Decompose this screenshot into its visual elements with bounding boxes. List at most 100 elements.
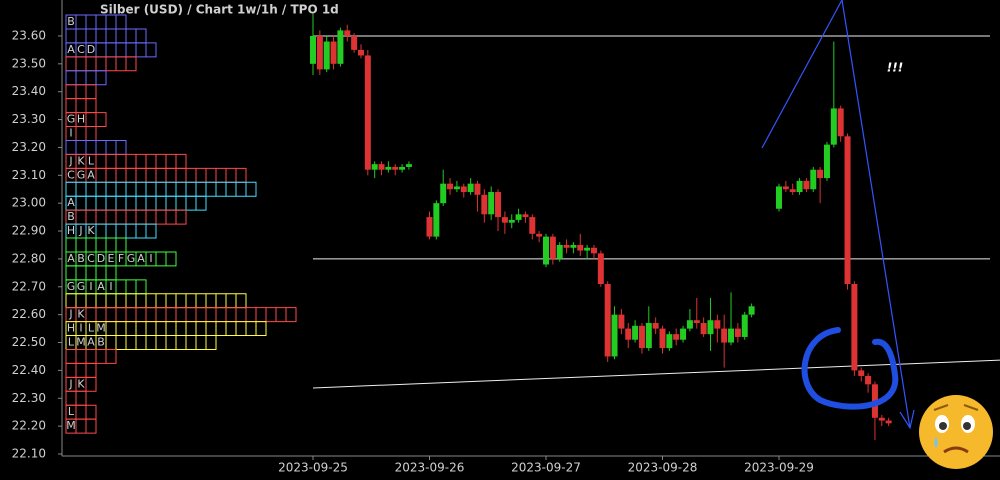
tpo-letter: I — [69, 126, 72, 139]
x-tick-label: 2023-09-27 — [511, 461, 581, 475]
tpo-letter: K — [77, 308, 85, 321]
tpo-letter: F — [118, 252, 124, 265]
tpo-row — [65, 237, 127, 253]
candle-body — [529, 217, 536, 234]
tpo-letter: I — [89, 280, 92, 293]
tpo-row — [65, 362, 97, 378]
plot: 22.10 22.20 22.30 22.40 22.50 22.60 22.70 22.80… — [12, 13, 1000, 475]
tpo-letter: G — [67, 113, 76, 126]
candle-body — [447, 183, 454, 190]
candle-body — [330, 41, 337, 64]
candle-body — [323, 41, 330, 70]
tpo-letter: C — [87, 252, 95, 265]
candle-body — [632, 325, 639, 340]
tpo-letter: B — [67, 15, 75, 28]
candle-body — [453, 186, 460, 190]
tpo-letter: A — [97, 280, 105, 293]
candle-body — [440, 183, 447, 204]
candle-body — [611, 314, 618, 357]
candle-body — [645, 323, 652, 349]
tpo-row — [65, 265, 117, 281]
y-tick-label: 22.60 — [12, 307, 46, 321]
tpo-letter: J — [68, 308, 72, 321]
candle-body — [501, 217, 508, 223]
tpo-row — [65, 28, 147, 44]
candle-body — [817, 169, 824, 179]
candle-body — [851, 283, 858, 371]
candle-body — [858, 370, 865, 376]
y-tick-label: 22.30 — [12, 391, 46, 405]
tpo-letter: A — [67, 43, 75, 56]
tpo-row — [65, 14, 127, 30]
tpo-letter: G — [67, 280, 76, 293]
candle-body — [728, 328, 735, 343]
tpo-letter: G — [127, 252, 136, 265]
tpo-row — [65, 84, 97, 100]
x-tick-label: 2023-09-28 — [628, 461, 698, 475]
tpo-letter: I — [149, 252, 152, 265]
tpo-letter: L — [68, 405, 75, 418]
tpo-letter: M — [66, 419, 76, 432]
y-tick-label: 22.90 — [12, 224, 46, 238]
y-tick-label: 23.60 — [12, 28, 46, 42]
candle-body — [515, 214, 522, 220]
annotation: !!! — [887, 61, 903, 75]
candle-body — [673, 334, 680, 340]
candle-body — [351, 35, 358, 50]
y-tick-label: 23.50 — [12, 56, 46, 70]
y-tick-label: 23.30 — [12, 112, 46, 126]
sad-emoji — [919, 395, 993, 469]
tpo-letter: A — [67, 252, 75, 265]
candle-body — [392, 166, 399, 170]
candle-body — [549, 236, 556, 259]
tpo-letter: H — [67, 224, 75, 237]
tpo-row — [65, 195, 207, 211]
candle-body — [467, 183, 474, 193]
tpo-letter: J — [68, 154, 72, 167]
candle-body — [618, 314, 625, 329]
candle-body — [371, 164, 378, 170]
candle-body — [604, 283, 611, 357]
tpo-letter: I — [79, 322, 82, 335]
drawn-line — [761, 0, 911, 429]
chart-title: Silber (USD) / Chart 1w/1h / TPO 1d — [100, 3, 339, 17]
x-tick-label: 2023-09-26 — [395, 461, 465, 475]
tpo-letter: I — [109, 280, 112, 293]
candle-body — [659, 328, 666, 349]
tpo-letter: E — [108, 252, 115, 265]
candle-body — [344, 30, 351, 36]
candle-body — [495, 192, 502, 218]
y-tick-label: 23.40 — [12, 84, 46, 98]
tpo-letter: A — [87, 336, 95, 349]
y-tick-label: 22.80 — [12, 251, 46, 265]
tpo-letter: L — [88, 154, 95, 167]
tpo-letter: M — [76, 336, 86, 349]
tpo-letter: B — [97, 336, 105, 349]
tpo-letter: C — [77, 43, 85, 56]
candle-body — [748, 306, 755, 315]
candle-body — [714, 320, 721, 329]
tpo-letter: G — [77, 168, 86, 181]
candle-body — [789, 189, 796, 193]
tpo-letter: J — [68, 377, 72, 390]
tpo-row — [65, 139, 127, 155]
candle-body — [823, 144, 830, 179]
tpo-letter: D — [97, 252, 105, 265]
candle-body — [638, 325, 645, 349]
tpo-row — [65, 307, 297, 323]
tpo-letter: K — [77, 154, 85, 167]
tpo-row — [65, 390, 87, 406]
candle-body — [597, 253, 604, 284]
tpo-letter: H — [77, 113, 85, 126]
candle-body — [433, 203, 440, 237]
candle-body — [426, 217, 433, 237]
candle-body — [508, 219, 515, 223]
candle-body — [584, 247, 591, 251]
candle-body — [625, 328, 632, 340]
candle-body — [734, 328, 741, 337]
candle-body — [357, 49, 364, 56]
candle-body — [556, 244, 563, 259]
y-tick-label: 22.10 — [12, 447, 46, 461]
y-tick-label: 22.20 — [12, 419, 46, 433]
